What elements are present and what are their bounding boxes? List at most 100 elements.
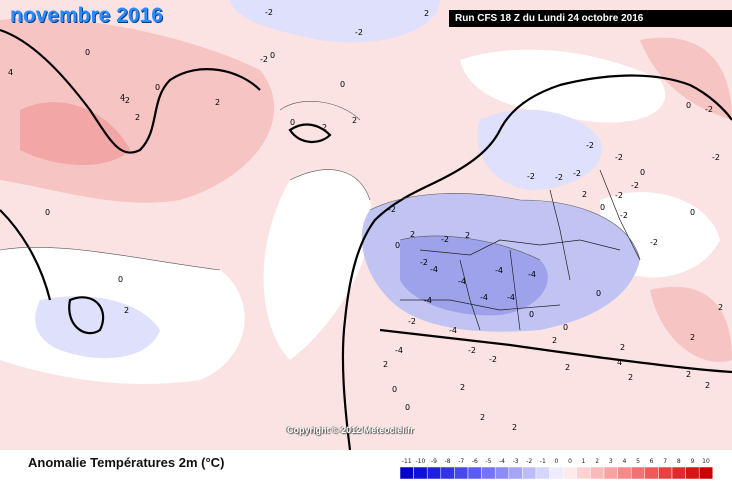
border-line-1 [419, 239, 621, 256]
europe-coast [341, 74, 732, 450]
warm-anomaly-core [20, 102, 130, 165]
cool-anomaly-arctic [230, 0, 440, 43]
border-line-6 [400, 299, 561, 311]
legend-tick-label: 7 [663, 458, 667, 465]
contour-label: 2 [424, 9, 429, 18]
legend-tick-label: 6 [650, 458, 654, 465]
contour-label: 2 [565, 363, 570, 372]
contour-label: 0 [118, 275, 123, 284]
contour-label: -2 [408, 317, 416, 326]
legend-tick-label: -11 [402, 458, 412, 465]
legend-swatch [576, 466, 591, 480]
border-line-5 [599, 169, 641, 261]
contour-label: 2 [322, 123, 327, 132]
legend-swatch [440, 466, 455, 480]
contour-label: -2 [650, 238, 658, 247]
contour-label: -2 [615, 153, 623, 162]
isotherm-contours [0, 100, 641, 271]
contour-label: 2 [718, 303, 723, 312]
contour-label: -4 [507, 293, 515, 302]
contour-label: -2 [355, 28, 363, 37]
legend-swatch [658, 466, 673, 480]
contour-label: 2 [690, 333, 695, 342]
contour-label: -4 [424, 296, 432, 305]
contour-label: 0 [529, 310, 534, 319]
contour-label: 0 [45, 208, 50, 217]
contour-label: -2 [489, 355, 497, 364]
contour-label: 2 [582, 190, 587, 199]
legend-swatch [617, 466, 632, 480]
contour-label: 0 [686, 101, 691, 110]
border-line-2 [459, 259, 481, 331]
legend-swatch [630, 466, 646, 480]
contour-label: -4 [480, 293, 488, 302]
contour-label: -2 [441, 235, 449, 244]
legend-tick-label: 2 [595, 458, 599, 465]
contour-label: 2 [383, 360, 388, 369]
legend-swatch [562, 466, 578, 480]
legend-tick-label: 10 [702, 458, 710, 465]
legend-tick-label: -2 [526, 458, 532, 465]
legend-tick-label: 8 [677, 458, 681, 465]
legend-swatch [508, 466, 523, 480]
contour-label: -2 [468, 346, 476, 355]
contour-label: -4 [449, 326, 457, 335]
contour-label: 4 [120, 93, 125, 102]
contour-label: -2 [122, 96, 130, 105]
legend-swatch [399, 466, 414, 480]
greenland-coast [0, 28, 261, 154]
legend-swatch [413, 466, 428, 480]
country-borders [400, 169, 641, 331]
contour-label: 2 [628, 373, 633, 382]
contour-label: 0 [600, 203, 605, 212]
legend-swatch [426, 466, 442, 480]
legend-swatch [535, 466, 550, 480]
contour-label: 0 [395, 241, 400, 250]
legend-swatch [671, 466, 686, 480]
legend-tick-labels: -11 -10 -9 -8 -7 -6 -5 -4 -3 -2 -1 0 0 1 2 3 4 5 6 7 8 9 10 [402, 458, 710, 465]
legend-tick-label: 4 [622, 458, 626, 465]
legend-tick-label: -10 [415, 458, 425, 465]
forecast-month-title: novembre 2016 [10, 4, 163, 27]
contour-label: 0 [563, 323, 568, 332]
contour-label: 0 [340, 80, 345, 89]
legend-tick-label: -5 [485, 458, 491, 465]
contour-label: -2 [586, 141, 594, 150]
contour-label: -2 [388, 205, 396, 214]
contour-label: -2 [420, 258, 428, 267]
contour-label: -4 [395, 346, 403, 355]
legend-tick-label: -8 [445, 458, 451, 465]
legend-tick-label: -1 [540, 458, 546, 465]
neutral-zone-atlantic [263, 169, 372, 360]
contour-label: 2 [124, 306, 129, 315]
legend-tick-label: -3 [513, 458, 519, 465]
legend-tick-label: 3 [609, 458, 613, 465]
island-contour [68, 296, 105, 335]
contour-label: 4 [8, 68, 13, 77]
contour-label: -2 [573, 169, 581, 178]
contour-label: 0 [85, 48, 90, 57]
contour-label: -4 [528, 270, 536, 279]
contour-label: 2 [215, 98, 220, 107]
legend-swatch [549, 466, 564, 480]
legend-swatch [590, 466, 605, 480]
legend-tick-label: 0 [568, 458, 572, 465]
contour-label: 2 [480, 413, 485, 422]
border-line-3 [509, 249, 521, 331]
legend-swatch [644, 466, 659, 480]
warm-anomaly-northeast [640, 37, 732, 121]
contour-label: 2 [465, 231, 470, 240]
contour-label: 0 [405, 403, 410, 412]
legend-tick-label: -6 [472, 458, 478, 465]
neutral-zone-scandinavia [460, 49, 666, 123]
contour-line-4 [399, 235, 541, 261]
iceland-coast [288, 123, 332, 143]
cool-anomaly-subtropics [35, 296, 160, 359]
contour-label: -2 [705, 105, 713, 114]
legend-tick-label: 5 [636, 458, 640, 465]
coastlines [0, 28, 732, 450]
contour-label: -4 [458, 277, 466, 286]
contour-label: 0 [155, 83, 160, 92]
